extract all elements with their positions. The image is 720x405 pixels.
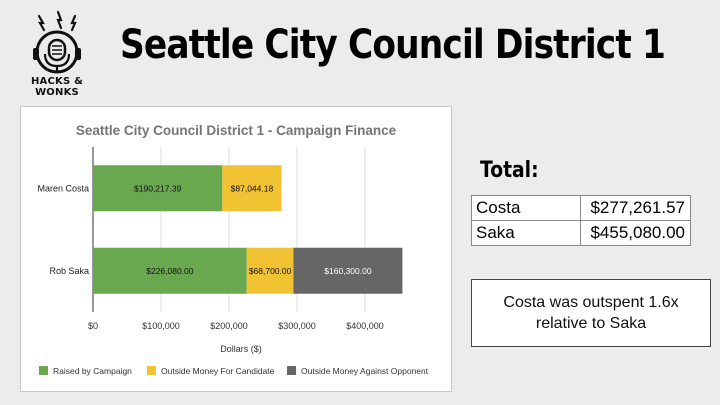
bar-segment bbox=[222, 165, 282, 212]
x-tick-label: $400,000 bbox=[346, 321, 384, 331]
x-tick-label: $0 bbox=[88, 321, 98, 331]
table-row: Costa $277,261.57 bbox=[471, 195, 691, 221]
bar-segment bbox=[93, 247, 247, 294]
legend-swatch bbox=[39, 366, 48, 375]
totals-amount-cell: $455,080.00 bbox=[580, 220, 691, 246]
legend-swatch bbox=[287, 366, 296, 375]
page-title: Seattle City Council District 1 bbox=[120, 22, 666, 68]
x-tick-label: $300,000 bbox=[278, 321, 316, 331]
totals-amount-cell: $277,261.57 bbox=[580, 195, 691, 221]
bar-value-label: $87,044.18 bbox=[231, 183, 274, 193]
y-category-label: Maren Costa bbox=[37, 183, 89, 193]
chart-title: Seattle City Council District 1 - Campai… bbox=[76, 123, 397, 138]
outspent-note: Costa was outspent 1.6x relative to Saka bbox=[471, 279, 711, 347]
bar-value-label: $226,080.00 bbox=[146, 266, 194, 276]
legend-label: Raised by Campaign bbox=[53, 366, 132, 376]
x-tick-label: $200,000 bbox=[210, 321, 248, 331]
y-category-label: Rob Saka bbox=[49, 266, 89, 276]
hacks-and-wonks-logo: HACKS & WONKS bbox=[12, 10, 102, 98]
stacked-bar-chart: Seattle City Council District 1 - Campai… bbox=[37, 123, 429, 376]
legend-label: Outside Money For Candidate bbox=[161, 366, 275, 376]
bar-value-label: $190,217.39 bbox=[134, 183, 182, 193]
totals-heading: Total: bbox=[480, 158, 539, 183]
logo-text: HACKS & WONKS bbox=[30, 76, 83, 98]
x-tick-label: $100,000 bbox=[142, 321, 180, 331]
legend-swatch bbox=[147, 366, 156, 375]
bar-segment bbox=[93, 165, 223, 212]
x-axis-title: Dollars ($) bbox=[220, 344, 262, 354]
legend-label: Outside Money Against Opponent bbox=[301, 366, 429, 376]
totals-table: Costa $277,261.57 Saka $455,080.00 bbox=[471, 195, 691, 246]
bar-segment bbox=[293, 247, 403, 294]
table-row: Saka $455,080.00 bbox=[471, 220, 691, 246]
chart-panel: Seattle City Council District 1 - Campai… bbox=[20, 106, 452, 392]
microphone-logo-icon bbox=[33, 10, 81, 74]
totals-name-cell: Saka bbox=[471, 220, 581, 246]
bar-value-label: $160,300.00 bbox=[324, 266, 372, 276]
bar-segment bbox=[246, 247, 294, 294]
totals-name-cell: Costa bbox=[471, 195, 581, 221]
bar-value-label: $68,700.00 bbox=[249, 266, 292, 276]
